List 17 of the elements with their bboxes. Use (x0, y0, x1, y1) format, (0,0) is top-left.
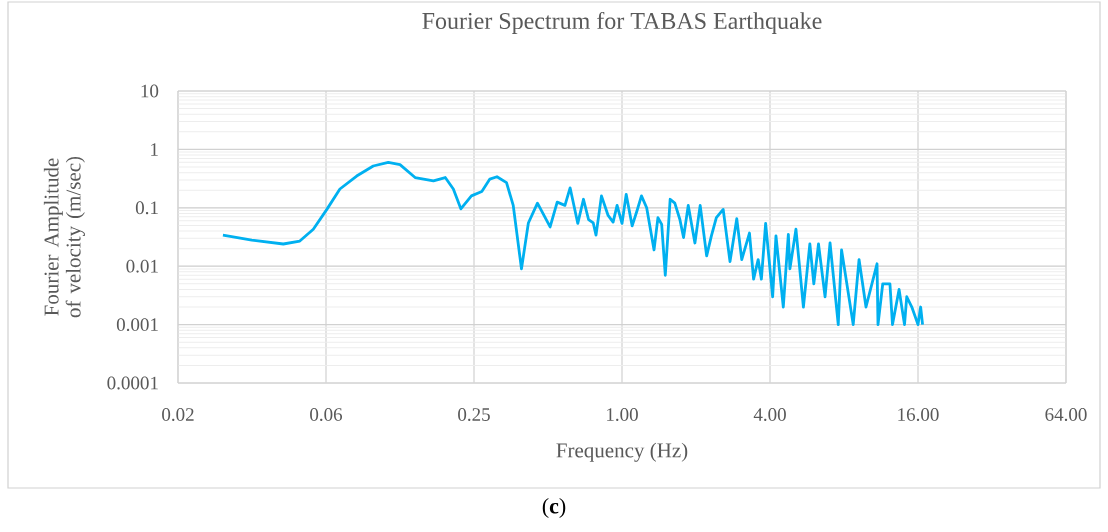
y-tick-label: 0.1 (135, 201, 158, 215)
x-tick-label: 1.00 (607, 408, 638, 421)
y-tick-label: 0.01 (126, 259, 158, 273)
text: (c) (542, 498, 566, 518)
y-tick-label: 0.001 (116, 318, 158, 332)
x-tick-label: 64.00 (1045, 408, 1087, 421)
x-tick-label: 0.02 (162, 408, 194, 421)
y-tick-label: 1 (151, 143, 158, 156)
chart-title: Fourier Spectrum for TABAS Earthquake (422, 11, 822, 34)
y-tick-label: 10 (141, 84, 159, 98)
x-tick-label: 0.06 (310, 408, 343, 421)
y-axis-title: Fourier Amplitude of velocity (m/sec) (43, 156, 85, 318)
x-tick-label: 0.25 (458, 408, 490, 421)
x-axis-title: Frequency (Hz) (556, 442, 688, 462)
x-tick-label: 4.00 (753, 408, 786, 421)
y-tick-label: 0.0001 (107, 376, 158, 390)
x-tick-label: 16.00 (898, 408, 939, 421)
